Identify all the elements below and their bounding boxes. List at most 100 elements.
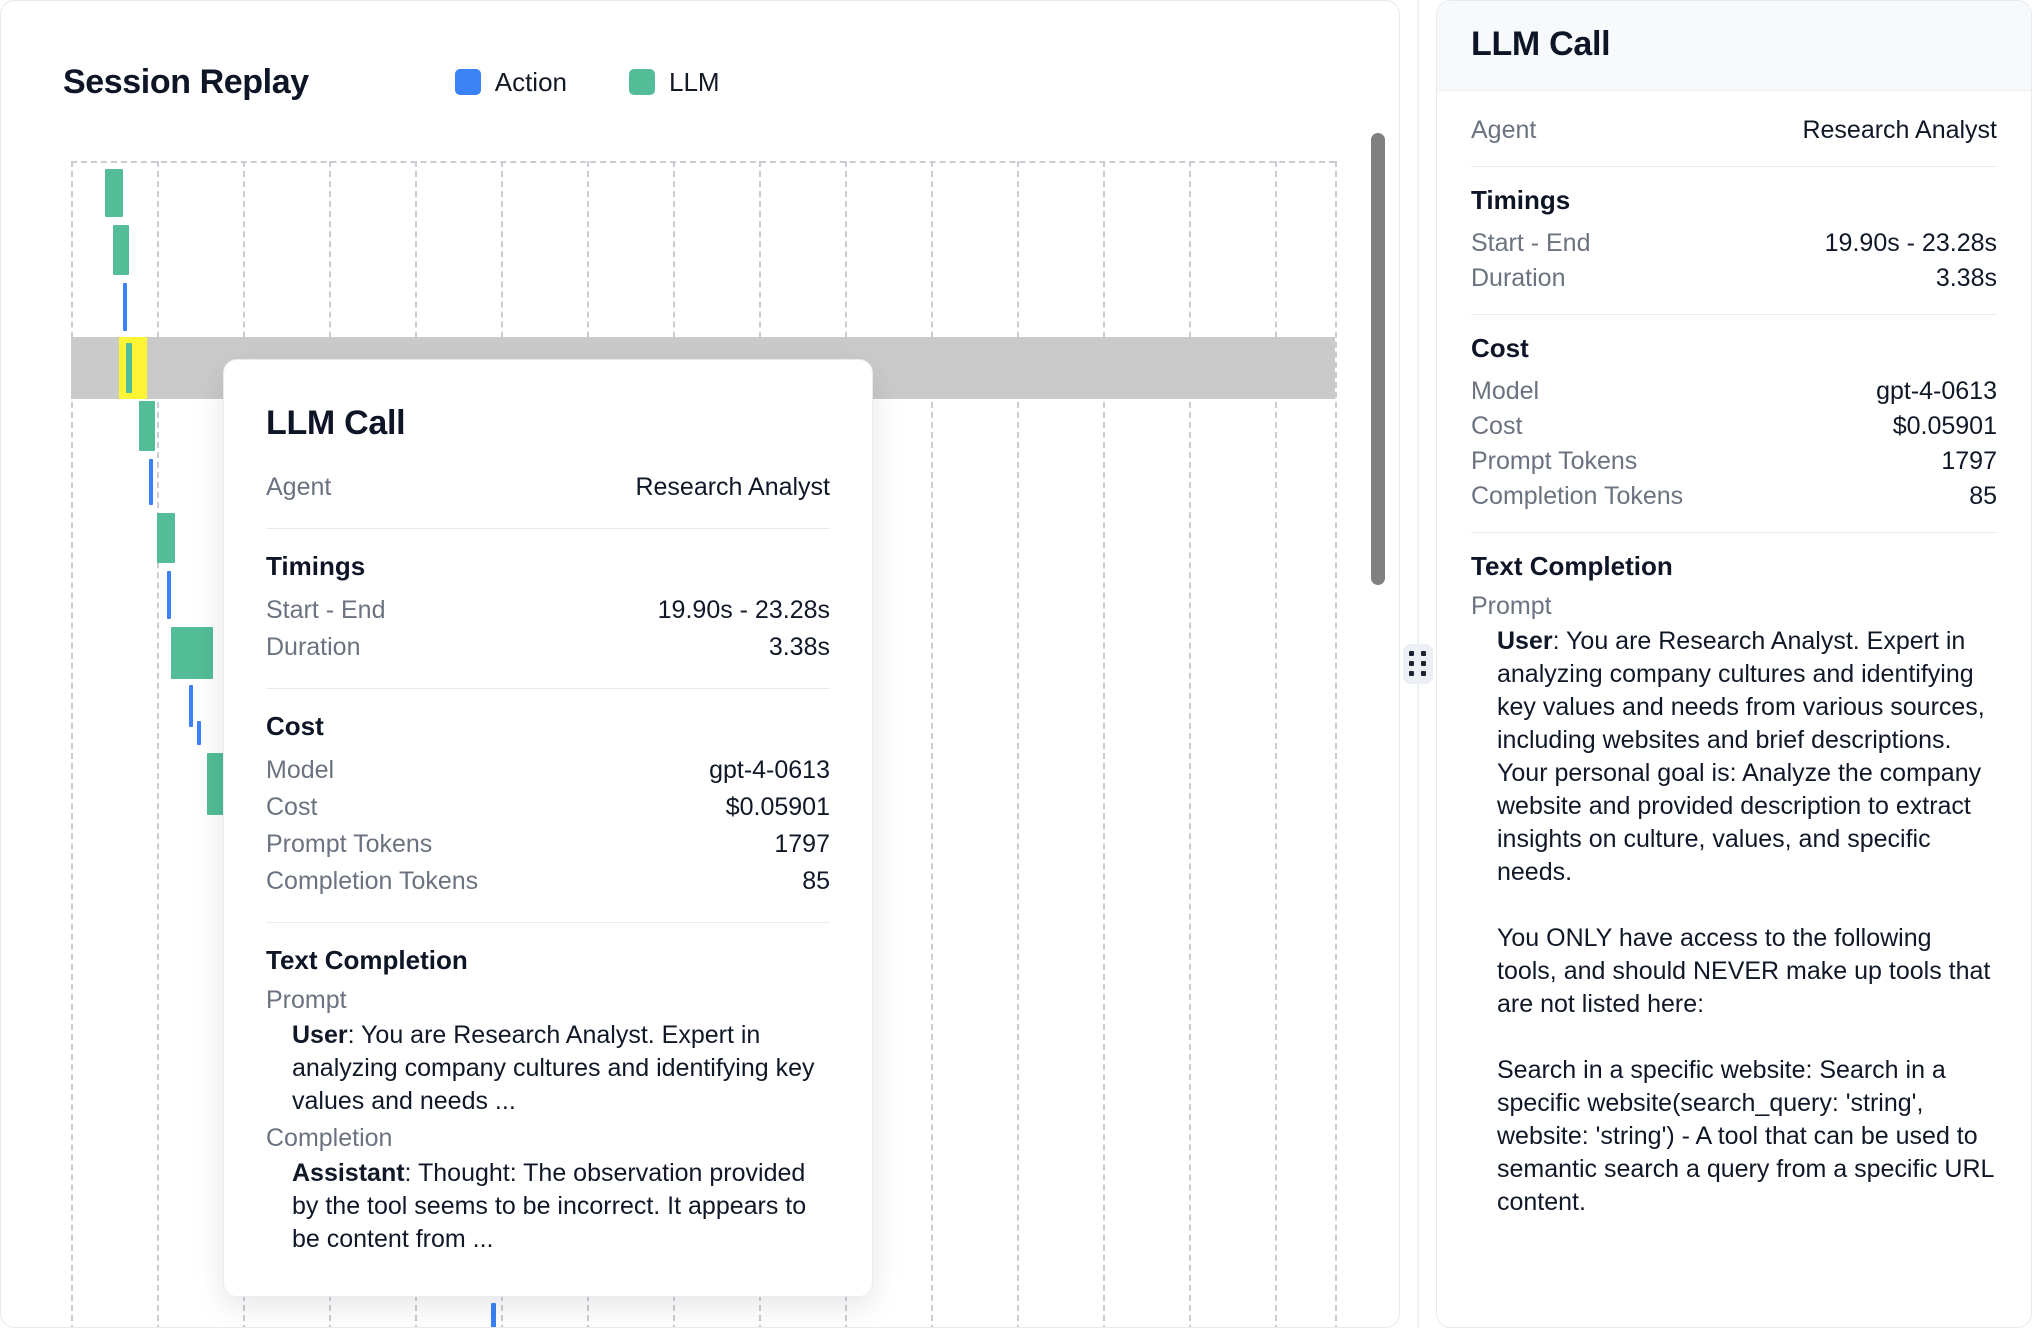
chart-gridline xyxy=(1103,161,1105,1327)
grip-dot-icon xyxy=(1421,651,1426,656)
details-completion-tokens-row: Completion Tokens 85 xyxy=(1471,479,1997,514)
details-cost-row: Cost $0.05901 xyxy=(1471,409,1997,444)
tooltip-prompt-body: User: You are Research Analyst. Expert i… xyxy=(266,1019,830,1118)
details-timings-title: Timings xyxy=(1471,185,1571,215)
tooltip-completion-label: Completion xyxy=(266,1124,393,1152)
tooltip-title: LLM Call xyxy=(266,404,406,442)
tooltip-cost-title: Cost xyxy=(266,711,324,741)
timeline-bar-llm[interactable] xyxy=(126,343,132,393)
chart-gridline xyxy=(157,161,159,1327)
tooltip-start-end-label: Start - End xyxy=(266,596,386,624)
chart-gridline xyxy=(931,161,933,1327)
legend-swatch-llm-icon xyxy=(629,69,655,95)
chart-gridline xyxy=(71,161,73,1327)
details-model-value: gpt-4-0613 xyxy=(1876,377,1997,405)
chart-gridline xyxy=(1189,161,1191,1327)
legend-label-llm: LLM xyxy=(669,66,720,97)
details-cost-value: $0.05901 xyxy=(1892,412,1997,440)
details-duration-row: Duration 3.38s xyxy=(1471,261,1997,296)
legend-item-llm[interactable]: LLM xyxy=(629,67,720,98)
timeline-scrollbar-track[interactable] xyxy=(1371,121,1385,1311)
details-panel-header: LLM Call xyxy=(1437,1,2031,91)
details-duration-label: Duration xyxy=(1471,264,1566,292)
legend-item-action[interactable]: Action xyxy=(454,66,567,98)
details-divider-3 xyxy=(1471,532,1997,533)
grip-dot-icon xyxy=(1409,671,1414,676)
timeline-bar-llm[interactable] xyxy=(113,225,129,275)
details-start-end-label: Start - End xyxy=(1471,229,1591,257)
chart-gridline xyxy=(1335,161,1337,1327)
tooltip-prompt-text: : You are Research Analyst. Expert in an… xyxy=(292,1021,822,1115)
details-prompt-tokens-label: Prompt Tokens xyxy=(1471,447,1638,475)
timeline-bar-action[interactable] xyxy=(149,459,153,505)
details-cost-title: Cost xyxy=(1471,333,1529,363)
tooltip-divider-3 xyxy=(266,922,830,923)
tooltip-text-completion-title: Text Completion xyxy=(266,945,468,975)
timeline-scrollbar-thumb[interactable] xyxy=(1371,133,1385,585)
timeline-bar-action[interactable] xyxy=(189,685,193,727)
details-model-label: Model xyxy=(1471,377,1540,405)
details-duration-value: 3.38s xyxy=(1935,264,1997,292)
timeline-bar-action[interactable] xyxy=(167,571,171,619)
chart-top-border xyxy=(71,161,1335,163)
tooltip-prompt-tokens-label: Prompt Tokens xyxy=(266,830,433,858)
details-panel-title: LLM Call xyxy=(1471,25,1611,63)
tooltip-agent-row: Agent Research Analyst xyxy=(266,469,830,506)
grip-dot-icon xyxy=(1421,671,1426,676)
timeline-bar-llm[interactable] xyxy=(139,401,155,451)
tooltip-duration-value: 3.38s xyxy=(768,633,830,661)
tooltip-duration-label: Duration xyxy=(266,633,361,661)
details-agent-label: Agent xyxy=(1471,116,1537,144)
tooltip-cost-value: $0.05901 xyxy=(725,793,830,821)
details-model-row: Model gpt-4-0613 xyxy=(1471,374,1997,409)
legend-label-action: Action xyxy=(494,66,567,97)
tooltip-divider-2 xyxy=(266,688,830,689)
details-cost-label: Cost xyxy=(1471,412,1523,440)
details-agent-row: Agent Research Analyst xyxy=(1471,113,1997,148)
timeline-bar-action[interactable] xyxy=(491,1303,496,1327)
tooltip-agent-value: Research Analyst xyxy=(635,473,830,501)
details-prompt-label: Prompt xyxy=(1471,592,1552,620)
timeline-bar-action[interactable] xyxy=(123,283,127,331)
legend-swatch-action-icon xyxy=(454,69,481,95)
timeline-selected-marker[interactable] xyxy=(119,337,147,399)
tooltip-cost-label: Cost xyxy=(266,793,318,821)
details-completion-tokens-label: Completion Tokens xyxy=(1471,482,1684,510)
llm-call-details-panel: LLM Call Agent Research Analyst Timings … xyxy=(1436,0,2032,1328)
panel-splitter[interactable] xyxy=(1400,0,1436,1328)
details-prompt-body: User: You are Research Analyst. Expert i… xyxy=(1471,625,1997,1219)
tooltip-cost-row: Cost $0.05901 xyxy=(266,789,830,826)
tooltip-model-row: Model gpt-4-0613 xyxy=(266,752,830,789)
details-prompt-tokens-row: Prompt Tokens 1797 xyxy=(1471,444,1997,479)
details-prompt-tokens-value: 1797 xyxy=(1941,447,1997,475)
timeline-bar-action[interactable] xyxy=(197,721,201,745)
details-text-completion-title: Text Completion xyxy=(1471,551,1673,581)
chart-gridline xyxy=(1017,161,1019,1327)
timeline-bar-llm[interactable] xyxy=(171,627,213,679)
details-divider-1 xyxy=(1471,166,1997,167)
llm-call-tooltip: LLM Call Agent Research Analyst Timings … xyxy=(223,359,873,1297)
chart-legend: Action LLM xyxy=(454,66,720,98)
details-prompt-role: User xyxy=(1497,627,1553,655)
grip-dot-icon xyxy=(1409,651,1414,656)
details-panel-body: Agent Research Analyst Timings Start - E… xyxy=(1437,91,2031,1229)
details-start-end-row: Start - End 19.90s - 23.28s xyxy=(1471,226,1997,261)
tooltip-timings-title: Timings xyxy=(266,551,366,581)
tooltip-prompt-tokens-value: 1797 xyxy=(774,830,830,858)
tooltip-divider-1 xyxy=(266,528,830,529)
tooltip-model-label: Model xyxy=(266,756,335,784)
timeline-bar-llm[interactable] xyxy=(105,169,123,217)
tooltip-completion-tokens-value: 85 xyxy=(802,867,830,895)
tooltip-completion-tokens-label: Completion Tokens xyxy=(266,867,479,895)
tooltip-prompt-tokens-row: Prompt Tokens 1797 xyxy=(266,826,830,863)
timeline-bar-llm[interactable] xyxy=(157,513,175,563)
details-agent-value: Research Analyst xyxy=(1802,116,1997,144)
details-start-end-value: 19.90s - 23.28s xyxy=(1824,229,1997,257)
tooltip-completion-body: Assistant: Thought: The observation prov… xyxy=(266,1157,830,1256)
panel-resize-handle[interactable] xyxy=(1403,644,1433,684)
tooltip-prompt-role: User xyxy=(292,1021,348,1049)
tooltip-duration-row: Duration 3.38s xyxy=(266,629,830,666)
tooltip-completion-tokens-row: Completion Tokens 85 xyxy=(266,863,830,900)
tooltip-completion-role: Assistant xyxy=(292,1159,405,1187)
